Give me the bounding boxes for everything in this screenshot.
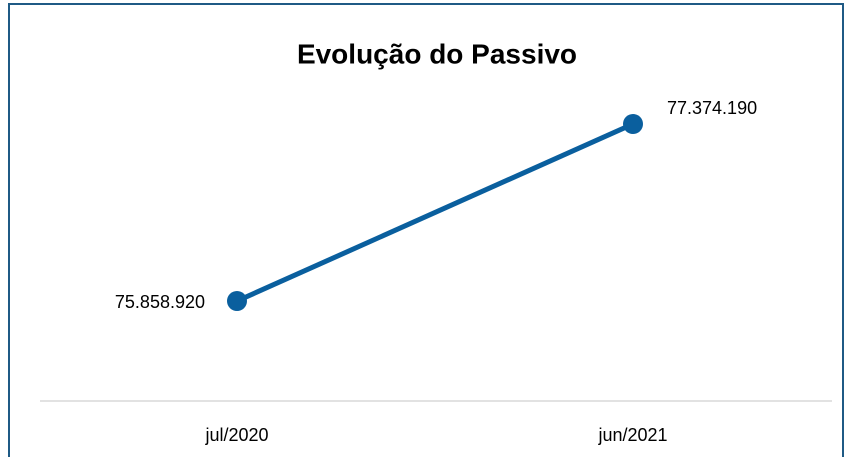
x-tick-label: jun/2021 bbox=[597, 425, 667, 445]
x-tick-label: jul/2020 bbox=[204, 425, 268, 445]
data-label: 75.858.920 bbox=[115, 292, 205, 312]
chart-title: Evolução do Passivo bbox=[297, 38, 577, 69]
point bbox=[623, 114, 643, 134]
point bbox=[227, 291, 247, 311]
frame bbox=[8, 3, 844, 457]
line bbox=[235, 121, 635, 304]
data-label: 77.374.190 bbox=[667, 98, 757, 118]
